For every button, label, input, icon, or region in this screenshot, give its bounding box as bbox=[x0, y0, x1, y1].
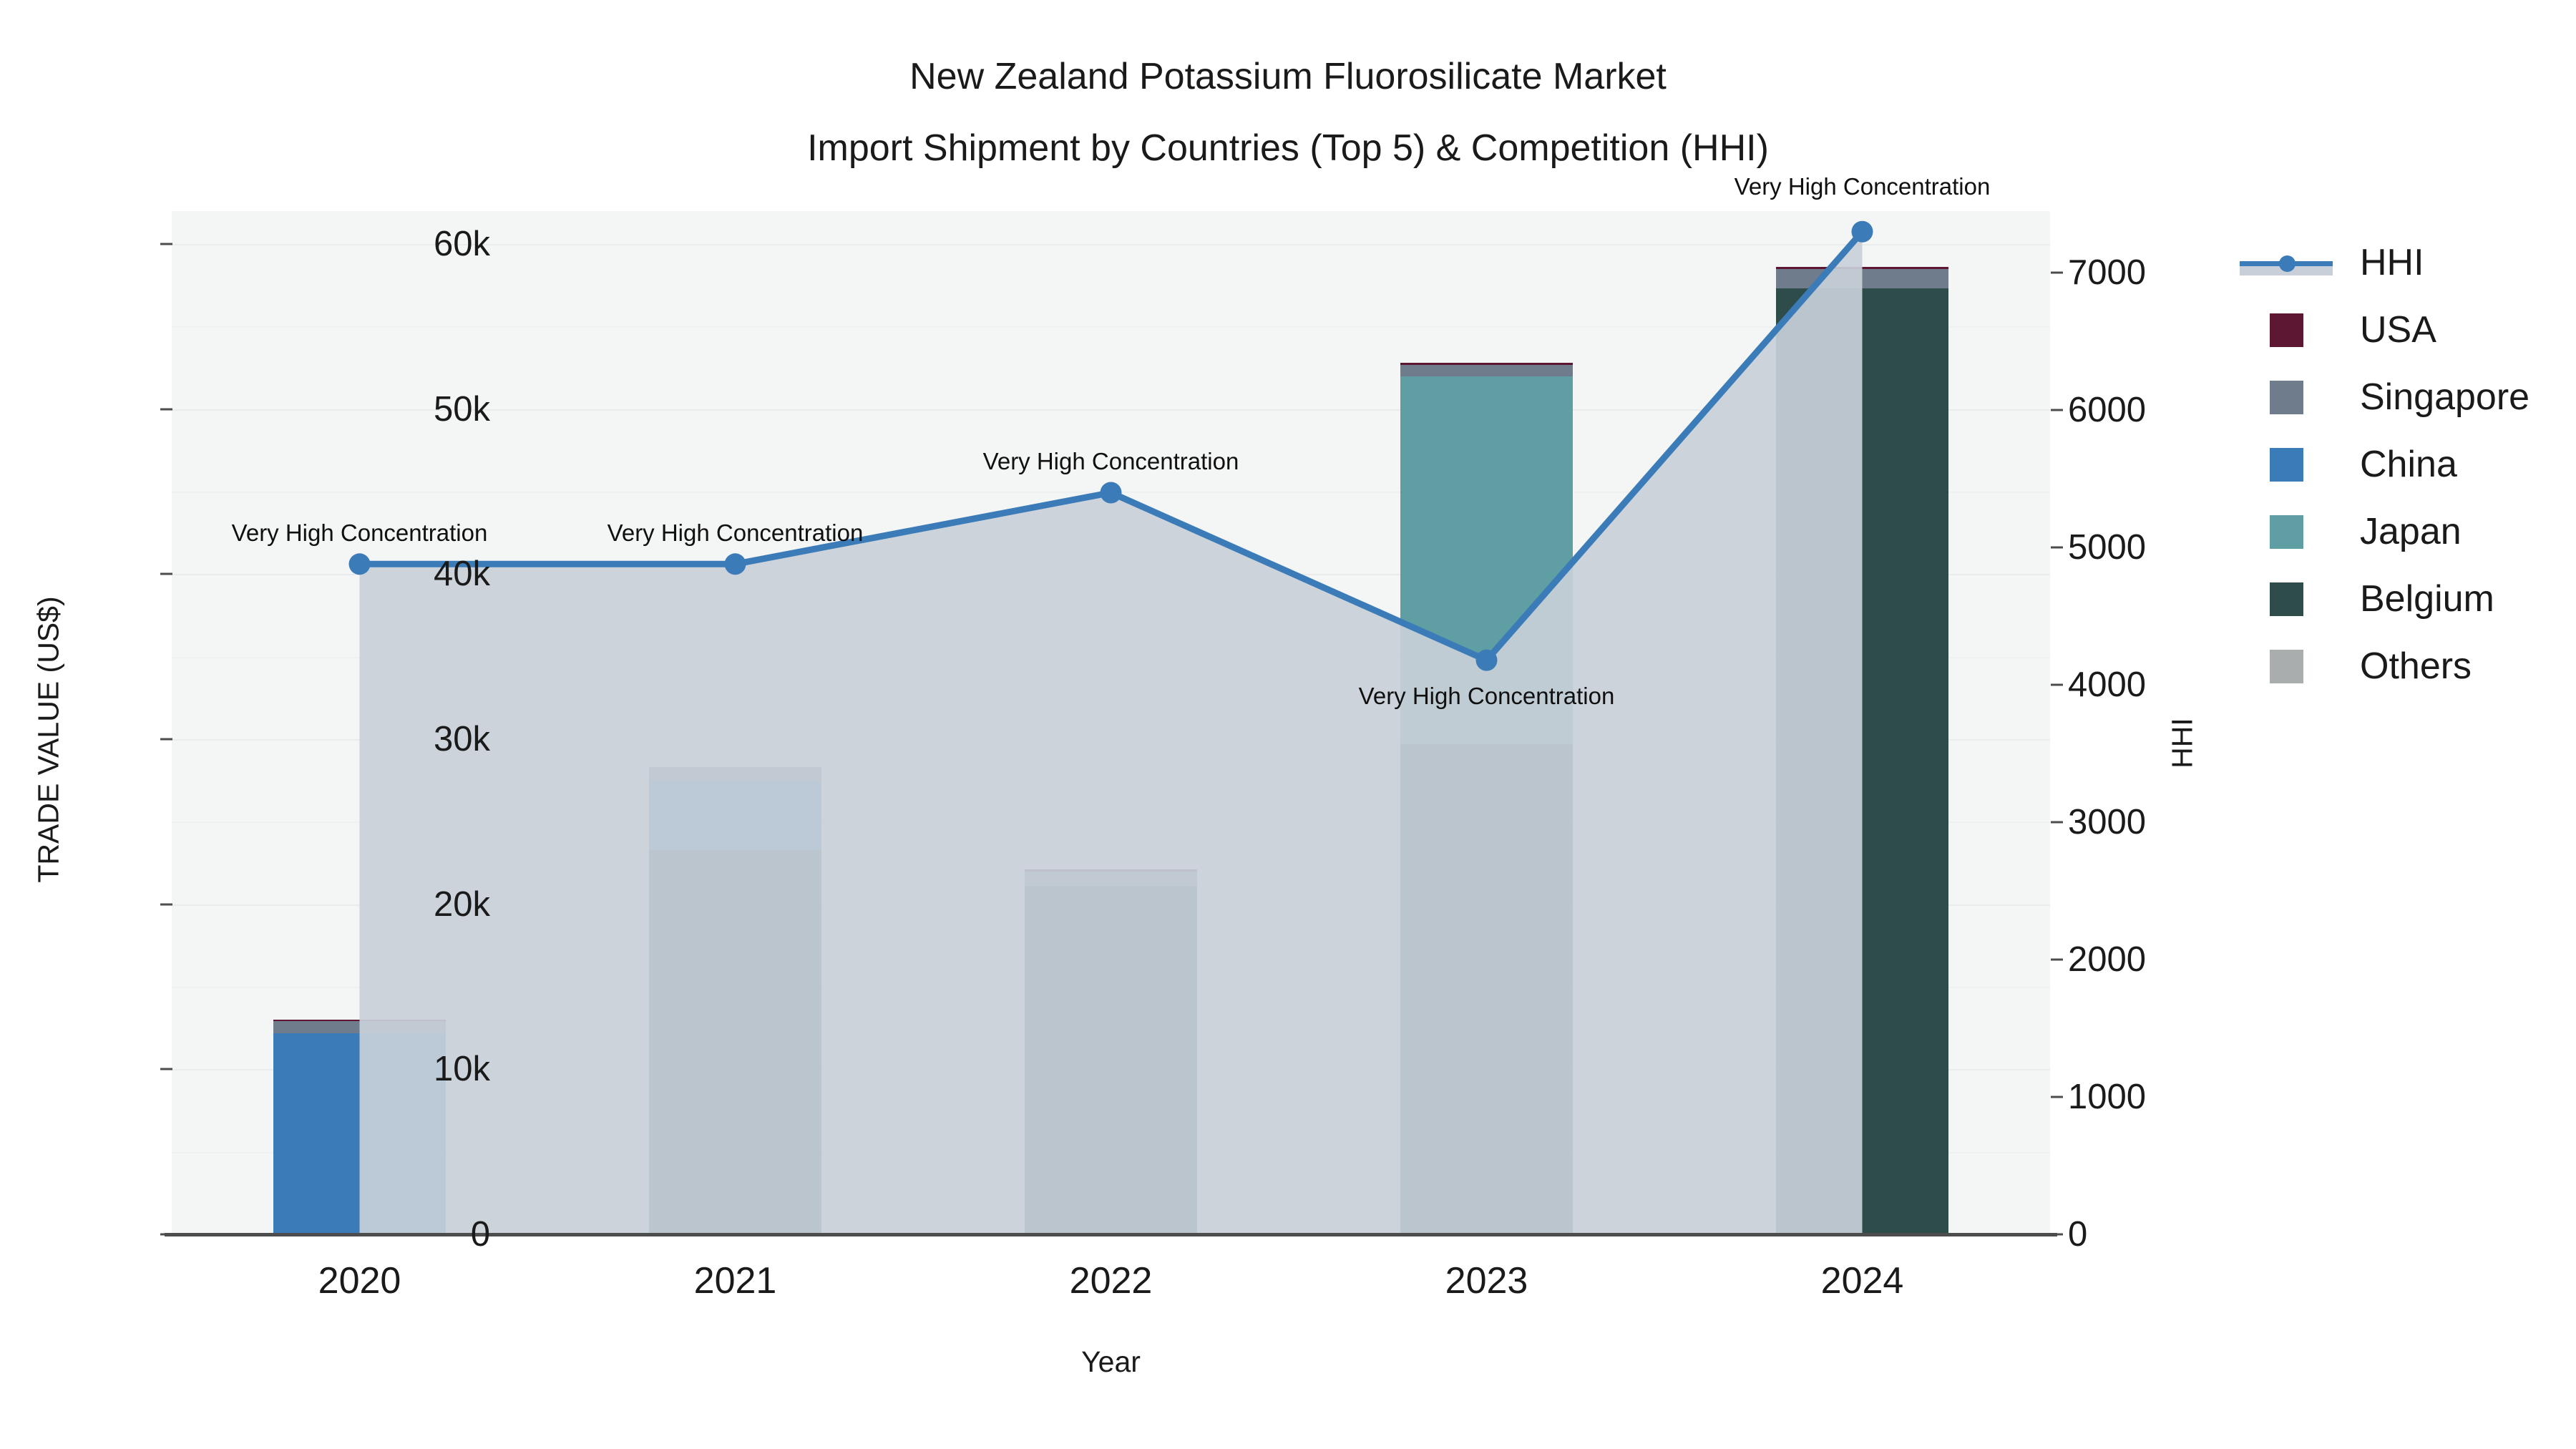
y-axis-right-tickmark bbox=[2051, 958, 2063, 961]
legend-item-china[interactable]: China bbox=[2240, 431, 2529, 498]
hhi-line-series bbox=[348, 220, 1873, 1234]
y-axis-left-tickmark bbox=[160, 572, 172, 575]
legend-item-belgium[interactable]: Belgium bbox=[2240, 565, 2529, 633]
annotation-2021: Very High Concentration bbox=[607, 519, 864, 547]
hhi-marker-2023[interactable] bbox=[1475, 649, 1498, 671]
annotation-2023: Very High Concentration bbox=[1358, 682, 1615, 709]
legend-item-singapore[interactable]: Singapore bbox=[2240, 364, 2529, 431]
y-axis-right-tickmark bbox=[2051, 1233, 2063, 1236]
y-axis-right-tickmark bbox=[2051, 271, 2063, 274]
y-axis-right-tickmark bbox=[2051, 821, 2063, 824]
y-axis-right-tick: 5000 bbox=[2068, 528, 2147, 567]
y-axis-right-tick: 3000 bbox=[2068, 803, 2147, 842]
x-axis-tick-2021: 2021 bbox=[693, 1260, 777, 1302]
x-axis-tick-2023: 2023 bbox=[1445, 1260, 1528, 1302]
legend-swatch-others-icon bbox=[2269, 649, 2303, 683]
legend-label-china: China bbox=[2360, 444, 2457, 485]
legend: HHI USA Singapore China Japan Belgium Others bbox=[2240, 229, 2529, 700]
legend-line-marker-icon bbox=[2240, 246, 2333, 280]
hhi-area-fill bbox=[359, 231, 1863, 1234]
annotation-2024: Very High Concentration bbox=[1734, 172, 1991, 200]
y-axis-left-tickmark bbox=[160, 903, 172, 906]
legend-item-others[interactable]: Others bbox=[2240, 633, 2529, 700]
hhi-markers bbox=[348, 220, 1873, 671]
y-axis-left-tick: 10k bbox=[433, 1050, 490, 1089]
gridline bbox=[172, 409, 2050, 411]
legend-swatch-china-icon bbox=[2269, 447, 2303, 482]
y-axis-right-tickmark bbox=[2051, 1096, 2063, 1098]
legend-swatch-wrap bbox=[2240, 582, 2333, 616]
y-axis-right-tickmark bbox=[2051, 409, 2063, 411]
x-axis-tick-2022: 2022 bbox=[1069, 1260, 1153, 1302]
y-axis-right-tickmark bbox=[2051, 546, 2063, 549]
hhi-marker-2021[interactable] bbox=[724, 553, 746, 575]
annotation-2020: Very High Concentration bbox=[231, 519, 488, 547]
legend-swatch-singapore-icon bbox=[2269, 380, 2303, 414]
legend-label-usa: USA bbox=[2360, 309, 2436, 351]
bar-segment-usa-2023[interactable] bbox=[1400, 363, 1574, 365]
gridline bbox=[172, 326, 2050, 328]
legend-swatch-wrap bbox=[2240, 380, 2333, 414]
y-axis-right-tick: 4000 bbox=[2068, 665, 2147, 705]
chart-subtitle-line-2: Import Shipment by Countries (Top 5) & C… bbox=[807, 127, 1769, 169]
legend-swatch-wrap bbox=[2240, 313, 2333, 347]
legend-item-hhi[interactable]: HHI bbox=[2240, 229, 2529, 296]
y-axis-right-tick: 7000 bbox=[2068, 253, 2147, 293]
y-axis-left-label: TRADE VALUE (US$) bbox=[31, 596, 65, 883]
hhi-marker-2020[interactable] bbox=[348, 553, 371, 575]
annotation-2022: Very High Concentration bbox=[982, 448, 1239, 475]
x-axis-tick-2020: 2020 bbox=[318, 1260, 401, 1302]
legend-label-hhi: HHI bbox=[2360, 242, 2424, 283]
plot-area bbox=[172, 211, 2050, 1234]
hhi-marker-2022[interactable] bbox=[1100, 482, 1122, 504]
legend-swatch-wrap bbox=[2240, 649, 2333, 683]
x-axis-tick-2024: 2024 bbox=[1820, 1260, 1904, 1302]
legend-label-belgium: Belgium bbox=[2360, 578, 2494, 620]
chart-title-line-1: New Zealand Potassium Fluorosilicate Mar… bbox=[909, 56, 1667, 97]
y-axis-left-tickmark bbox=[160, 1233, 172, 1236]
gridline bbox=[172, 244, 2050, 246]
y-axis-left-tick: 20k bbox=[433, 884, 490, 924]
y-axis-right-tickmark bbox=[2051, 683, 2063, 686]
legend-swatch-japan-icon bbox=[2269, 514, 2303, 549]
y-axis-left-tick: 50k bbox=[433, 389, 490, 429]
y-axis-left-tickmark bbox=[160, 408, 172, 411]
y-axis-right-tick: 1000 bbox=[2068, 1078, 2147, 1117]
legend-label-singapore: Singapore bbox=[2360, 376, 2530, 418]
legend-line-dot bbox=[2279, 255, 2296, 272]
legend-label-japan: Japan bbox=[2360, 511, 2462, 552]
y-axis-left-tick: 0 bbox=[470, 1215, 490, 1254]
hhi-marker-2024[interactable] bbox=[1851, 220, 1873, 243]
y-axis-right-tick: 2000 bbox=[2068, 940, 2147, 980]
y-axis-left-tick: 40k bbox=[433, 555, 490, 594]
legend-swatch-wrap bbox=[2240, 514, 2333, 549]
legend-swatch-usa-icon bbox=[2269, 313, 2303, 347]
x-axis-spine bbox=[165, 1233, 2057, 1236]
bar-segment-singapore-2023[interactable] bbox=[1400, 364, 1574, 376]
y-axis-right-tick: 0 bbox=[2068, 1215, 2088, 1254]
y-axis-left-tickmark bbox=[160, 243, 172, 245]
y-axis-left-tickmark bbox=[160, 738, 172, 741]
legend-swatch-belgium-icon bbox=[2269, 582, 2303, 616]
legend-item-usa[interactable]: USA bbox=[2240, 296, 2529, 364]
legend-item-japan[interactable]: Japan bbox=[2240, 498, 2529, 565]
y-axis-left-tickmark bbox=[160, 1068, 172, 1070]
y-axis-right-tick: 6000 bbox=[2068, 391, 2147, 430]
y-axis-left-tick: 30k bbox=[433, 720, 490, 759]
x-axis-label: Year bbox=[1081, 1345, 1141, 1378]
y-axis-left-tick: 60k bbox=[433, 225, 490, 264]
y-axis-right-label: HHI bbox=[2165, 718, 2199, 769]
legend-label-others: Others bbox=[2360, 645, 2472, 687]
legend-swatch-wrap bbox=[2240, 447, 2333, 482]
